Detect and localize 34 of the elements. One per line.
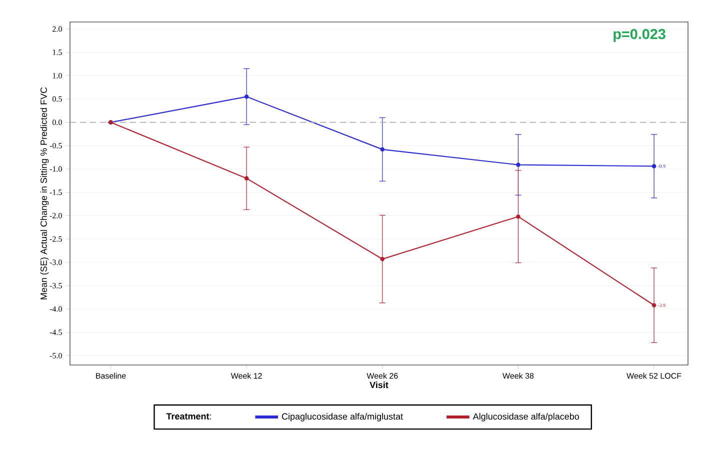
legend-label: Cipaglucosidase alfa/miglustat: [282, 413, 403, 422]
point: [380, 147, 385, 152]
x-tick-label: Baseline: [96, 372, 126, 379]
y-tick-label: -5.0: [50, 352, 62, 358]
point: [652, 164, 656, 168]
y-tick-label: 1.5: [52, 50, 62, 56]
y-tick-label: -3.5: [50, 282, 62, 288]
x-tick-label: Week 38: [502, 372, 534, 379]
y-tick-label: -4.0: [50, 306, 62, 312]
annotation: p=0.023: [614, 28, 666, 42]
point: [516, 214, 520, 219]
point: [244, 176, 249, 180]
legend-label: Alglucosidase alfa/placebo: [472, 413, 579, 422]
y-tick-label: -0.5: [50, 142, 62, 148]
point: [380, 256, 385, 262]
y-axis-title: Mean (SE) Actual Change in Sitting % Predicted FVC: [40, 87, 49, 300]
point: [652, 303, 656, 308]
y-tick-label: -3.0: [50, 260, 62, 266]
x-tick-label: Week 12: [230, 372, 262, 379]
x-tick-label: Week 52 LOCF: [626, 372, 682, 379]
y-tick-label: -2.0: [50, 212, 62, 218]
y-tick-label: 0.5: [52, 96, 62, 102]
x-tick-label: Week 26: [366, 372, 398, 379]
y-tick-label: 2.0: [52, 26, 62, 32]
y-tick-label: -1.5: [50, 190, 62, 196]
y-tick-label: 0.0: [52, 120, 62, 126]
y-tick-label: 1.0: [52, 72, 62, 78]
legend-title: Treatment:: [166, 413, 211, 420]
y-tick-label: -2.5: [50, 236, 62, 242]
point: [244, 94, 249, 99]
y-tick-label: -1.0: [50, 166, 62, 172]
y-tick-label: -4.5: [50, 330, 62, 336]
x-axis-title: Visit: [370, 382, 388, 388]
point: [516, 162, 520, 167]
